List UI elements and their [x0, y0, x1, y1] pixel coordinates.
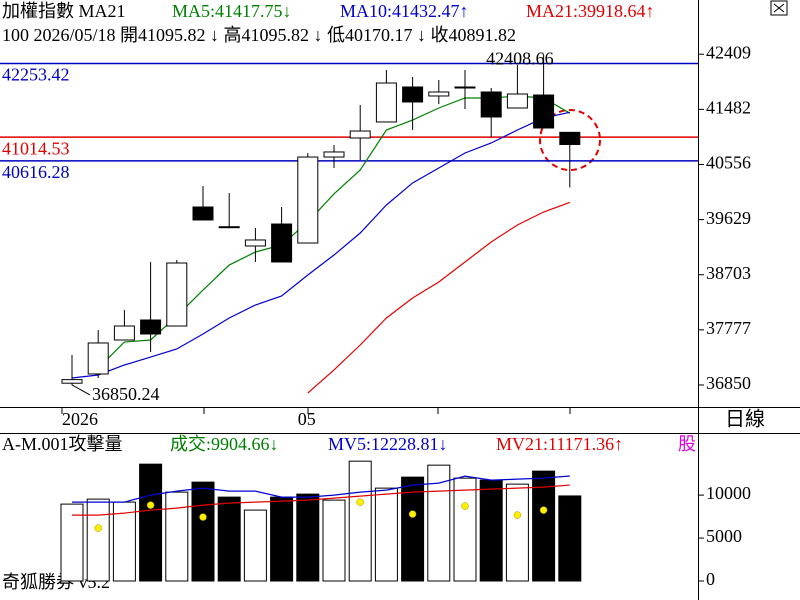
volume-bar	[60, 503, 84, 582]
candle-body	[454, 86, 476, 89]
volume-bar	[86, 498, 110, 582]
indicator-dot	[513, 511, 522, 519]
volume-bar	[296, 493, 320, 582]
reference-label: 40616.28	[2, 162, 70, 182]
reference-label: 42253.42	[2, 65, 70, 85]
candle-body	[113, 325, 135, 341]
candle-body	[480, 91, 502, 118]
candle-body	[402, 86, 424, 103]
indicator-dot	[539, 506, 548, 514]
y-tick-label: 36850	[706, 373, 751, 393]
candle-body	[323, 151, 345, 158]
volume-bar	[427, 464, 451, 582]
period-label: 日線	[725, 408, 765, 431]
candle-body	[533, 94, 555, 129]
volume-bar	[270, 496, 294, 582]
extra-label: 股	[678, 434, 696, 454]
y-tick-label: 5000	[706, 526, 742, 546]
low-connector	[71, 384, 91, 396]
volume-bar	[558, 495, 582, 582]
candle-body	[166, 262, 188, 327]
y-tick-label: 37777	[706, 318, 751, 338]
candle-body	[87, 342, 109, 375]
y-tick-label: 0	[706, 569, 715, 589]
volume-bar	[322, 499, 346, 582]
legend-label: MV21:11171.36↑	[496, 434, 623, 454]
ma-line	[72, 484, 570, 516]
x-tick-label: 05	[298, 409, 316, 429]
volume-label: 成交:9904.66↓	[170, 434, 279, 454]
candle-body	[61, 379, 83, 384]
indicator-dot	[146, 501, 155, 509]
chart-title: 加權指數 MA21	[2, 1, 126, 21]
y-tick-label: 10000	[706, 483, 751, 503]
high-label: 42408.66	[486, 48, 554, 68]
x-tick-label: 2026	[62, 409, 98, 429]
volume-bar	[401, 476, 425, 582]
volume-bar	[165, 491, 189, 582]
volume-bar	[348, 460, 372, 582]
legend-label: MV5:12228.81↓	[328, 434, 448, 454]
candle-body	[559, 131, 581, 145]
volume-bar	[374, 487, 398, 582]
ma-line	[71, 111, 570, 379]
indicator-dot	[408, 510, 417, 518]
ma-line	[72, 475, 570, 503]
volume-bar	[453, 477, 477, 582]
volume-title: A-M.001攻擊量	[2, 434, 123, 454]
indicator-dot	[461, 502, 469, 510]
candle-body	[349, 130, 371, 139]
candle-body	[140, 319, 162, 335]
volume-bar	[505, 483, 529, 582]
y-tick-label: 42409	[706, 42, 751, 62]
ohlc-info: 100 2026/05/18 開41095.82 ↓ 高41095.82 ↓ 低…	[2, 25, 516, 45]
volume-bar	[479, 479, 503, 582]
indicator-dot	[199, 513, 207, 521]
volume-bar	[191, 481, 215, 582]
y-tick-label: 39629	[706, 208, 751, 228]
indicator-dot	[356, 498, 364, 506]
candle-body	[218, 226, 240, 229]
y-tick-label: 40556	[706, 153, 751, 173]
indicator-dot	[94, 524, 102, 532]
candle-body	[244, 239, 266, 247]
volume-bar	[243, 509, 267, 582]
y-tick-label: 41482	[706, 97, 751, 117]
date-ticks	[61, 407, 571, 414]
volume-bar	[217, 496, 241, 582]
reference-label: 41014.53	[2, 138, 70, 158]
candle-body	[271, 223, 293, 263]
candle-body	[428, 91, 450, 97]
highlight-circle	[539, 109, 601, 171]
candle-body	[297, 156, 319, 244]
volume-bar	[532, 470, 556, 582]
candle-body	[506, 93, 528, 109]
volume-bar	[139, 463, 163, 582]
y-tick-label: 38703	[706, 263, 751, 283]
legend-label: MA5:41417.75↓	[172, 1, 292, 21]
ma-line	[307, 201, 571, 394]
close-icon	[773, 3, 785, 13]
legend-label: MA21:39918.64↑	[526, 1, 655, 21]
low-label: 36850.24	[92, 384, 160, 404]
candle-body	[375, 82, 397, 123]
candle-body	[192, 206, 214, 221]
legend-label: MA10:41432.47↑	[340, 1, 469, 21]
